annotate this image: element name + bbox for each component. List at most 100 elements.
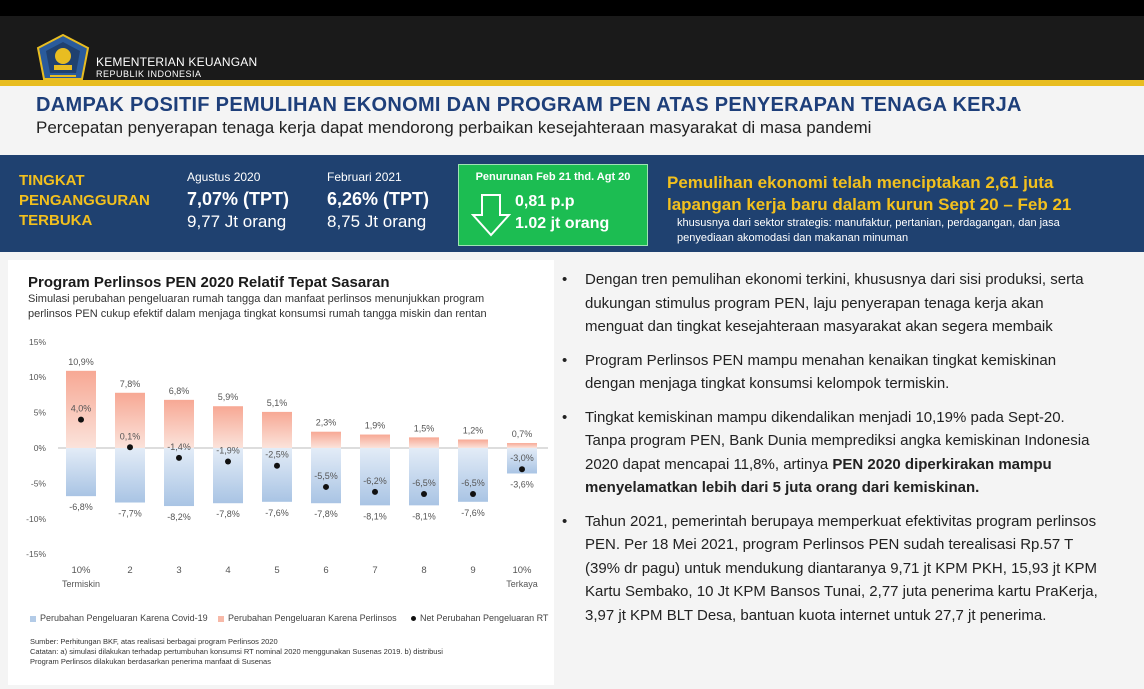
bar-perlinsos [164, 399, 194, 448]
bullet-text: Dengan tren pemulihan ekonomi terkini, k… [585, 271, 1084, 335]
bullet-item: Dengan tren pemulihan ekonomi terkini, k… [558, 268, 1098, 339]
x-tick-label: 6 [323, 565, 328, 576]
net-point [225, 458, 231, 465]
data-label-net: 4,0% [71, 404, 92, 414]
down-arrow-icon [471, 194, 511, 237]
slide-subtitle: Percepatan penyerapan tenaga kerja dapat… [36, 118, 872, 137]
recovery-note-line: khususnya dari sektor strategis: manufak… [677, 217, 1060, 229]
data-label-net: -2,5% [265, 450, 289, 460]
data-label-net: -5,5% [314, 471, 338, 481]
bar-perlinsos [311, 431, 341, 448]
net-point [372, 488, 378, 495]
data-label-net: -6,5% [461, 478, 485, 488]
x-tick-sublabel: Termiskin [62, 579, 100, 589]
recovery-note: khususnya dari sektor strategis: manufak… [677, 216, 1097, 246]
x-tick-label: 9 [470, 565, 475, 576]
data-label-perlinsos: 1,9% [365, 421, 386, 431]
data-label-perlinsos: 2,3% [316, 418, 337, 428]
data-label-covid: -7,8% [216, 509, 240, 519]
decline-title: Penurunan Feb 21 thd. Agt 20 [475, 171, 631, 183]
net-point [470, 491, 476, 498]
legend-perlinsos: Perubahan Pengeluaran Karena Perlinsos [218, 613, 397, 623]
ministry-logo-icon [36, 34, 90, 80]
net-point [323, 483, 329, 490]
bullet-text: Tingkat kemiskinan mampu dikendalikan me… [585, 408, 1090, 473]
data-label-covid: -7,7% [118, 509, 142, 519]
net-point [176, 454, 182, 461]
period-label-aug-2020: Agustus 2020 [187, 170, 261, 184]
x-tick-label: 10% [71, 565, 91, 576]
bar-perlinsos [213, 406, 243, 448]
bullet-text: Tahun 2021, pemerintah berupaya memperku… [585, 512, 1098, 624]
bullet-item: Tahun 2021, pemerintah berupaya memperku… [558, 510, 1098, 628]
data-label-covid: -6,8% [69, 502, 93, 512]
tpt-label: TINGKAT PENGANGGURAN TERBUKA [19, 171, 150, 231]
tpt-label-line: TERBUKA [19, 212, 93, 229]
data-label-perlinsos: 1,5% [414, 423, 435, 433]
bar-perlinsos [115, 392, 145, 448]
source-line: Catatan: a) simulasi dilakukan terhadap … [30, 647, 443, 656]
header-bar [0, 16, 1144, 80]
net-point [78, 416, 84, 423]
legend-swatch-perlinsos [218, 615, 224, 622]
perlinsos-bar-chart: 15% 10% 5% 0% -5% -10% -15% -6,8% 10,9% 4,0% 10% Te… [26, 337, 548, 589]
data-label-net: 0,1% [120, 431, 141, 441]
data-label-covid: -8,1% [363, 511, 387, 521]
recovery-headline-line: Pemulihan ekonomi telah menciptakan 2,61… [667, 173, 1054, 192]
data-label-perlinsos: 10,9% [68, 357, 94, 367]
net-point [519, 466, 525, 473]
data-label-perlinsos: 7,8% [120, 379, 141, 389]
data-label-perlinsos: 1,2% [463, 426, 484, 436]
legend-label: Perubahan Pengeluaran Karena Covid-19 [40, 613, 208, 623]
bar-covid [360, 448, 390, 506]
org-subtitle: REPUBLIK INDONESIA [96, 69, 202, 79]
legend-net: Net Perubahan Pengeluaran RT [411, 613, 548, 623]
data-label-perlinsos: 0,7% [512, 429, 533, 439]
recovery-headline: Pemulihan ekonomi telah menciptakan 2,61… [667, 172, 1127, 216]
x-tick-label: 5 [274, 565, 279, 576]
data-label-net: -6,5% [412, 478, 436, 488]
bar-covid [311, 448, 341, 504]
legend-label: Net Perubahan Pengeluaran RT [420, 613, 549, 623]
decline-people: 1.02 jt orang [515, 215, 610, 232]
bar-covid [66, 448, 96, 497]
bullet-item: Program Perlinsos PEN mampu menahan kena… [558, 349, 1098, 396]
bar-covid [115, 448, 145, 503]
bar-covid [213, 448, 243, 504]
bar-perlinsos [360, 434, 390, 448]
chart-subtitle-line: Simulasi perubahan pengeluaran rumah tan… [28, 293, 485, 305]
data-label-perlinsos: 5,1% [267, 398, 288, 408]
legend-label: Perubahan Pengeluaran Karena Perlinsos [228, 613, 397, 623]
chart-source: Sumber: Perhitungan BKF, atas realisasi … [30, 637, 550, 667]
bullet-emphasis: PEN 2020 diperkirakan mampu menyelamatka… [585, 455, 1052, 497]
tpt-label-line: TINGKAT [19, 172, 85, 189]
net-point [127, 444, 133, 451]
top-black-bar [0, 0, 1144, 16]
data-label-net: -6,2% [363, 476, 387, 486]
y-tick-label: -10% [26, 514, 46, 524]
data-label-covid: -3,6% [510, 479, 534, 489]
data-label-covid: -8,2% [167, 512, 191, 522]
data-label-net: -1,9% [216, 445, 240, 455]
y-tick-label: 10% [29, 372, 46, 382]
x-tick-label: 3 [176, 565, 181, 576]
period-label-feb-2021: Februari 2021 [327, 170, 402, 184]
legend-swatch-covid [30, 615, 36, 622]
x-tick-label: 7 [372, 565, 377, 576]
bar-perlinsos [507, 443, 537, 448]
data-label-covid: -7,6% [461, 508, 485, 518]
bar-perlinsos [409, 437, 439, 448]
rate-feb-2021: 6,26% (TPT) [327, 189, 430, 209]
data-label-net: -1,4% [167, 442, 191, 452]
x-tick-label: 2 [127, 565, 132, 576]
tpt-label-line: PENGANGGURAN [19, 192, 150, 209]
slide-title: DAMPAK POSITIF PEMULIHAN EKONOMI DAN PRO… [36, 94, 1022, 116]
bullet-list: Dengan tren pemulihan ekonomi terkini, k… [558, 268, 1098, 637]
decline-box: Penurunan Feb 21 thd. Agt 20 0,81 p.p 1.… [458, 164, 648, 246]
bullet-text: Program Perlinsos PEN mampu menahan kena… [585, 351, 1057, 393]
people-feb-2021: 8,75 Jt orang [327, 212, 427, 231]
y-tick-label: -5% [31, 478, 47, 488]
recovery-note-line: penyediaan akomodasi dan makanan minuman [677, 232, 909, 244]
data-label-net: -3,0% [510, 453, 534, 463]
gold-divider [0, 80, 1144, 86]
